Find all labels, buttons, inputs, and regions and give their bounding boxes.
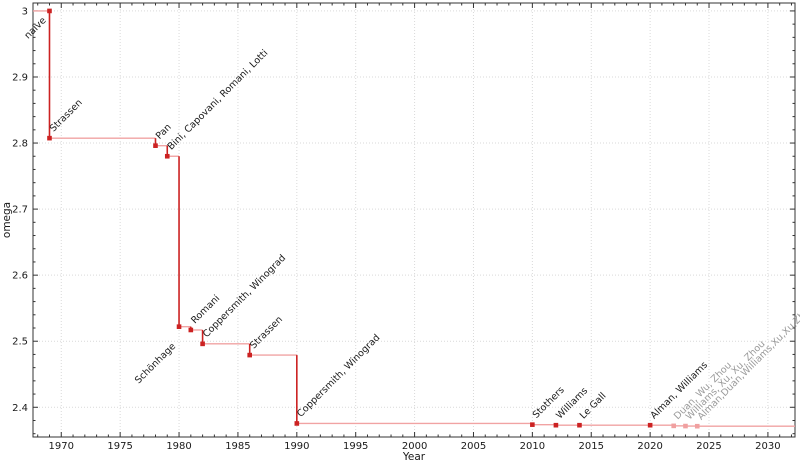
y-tick-label: 2.7 bbox=[12, 205, 28, 216]
data-point-marker bbox=[553, 422, 559, 428]
x-tick-label: 1985 bbox=[225, 441, 250, 452]
y-tick-label: 3 bbox=[22, 6, 28, 17]
y-axis-label: omega bbox=[1, 202, 13, 238]
data-point-marker bbox=[683, 423, 688, 429]
x-tick-label: 2030 bbox=[755, 441, 780, 452]
data-point-marker bbox=[530, 422, 535, 427]
x-tick-label: 2000 bbox=[402, 441, 427, 452]
data-point-marker bbox=[671, 423, 676, 429]
x-tick-label: 1970 bbox=[49, 441, 74, 452]
y-tick-label: 2.8 bbox=[12, 139, 28, 150]
data-point-marker bbox=[694, 423, 700, 429]
data-point-marker bbox=[164, 153, 170, 159]
data-point-marker bbox=[294, 421, 300, 426]
y-tick-label: 2.4 bbox=[12, 403, 28, 414]
y-tick-label: 2.5 bbox=[12, 337, 28, 348]
x-tick-label: 2010 bbox=[520, 441, 545, 452]
x-tick-label: 2015 bbox=[579, 441, 604, 452]
data-point-marker bbox=[47, 8, 52, 14]
data-point-marker bbox=[47, 135, 52, 141]
y-tick-label: 2.9 bbox=[12, 72, 28, 83]
data-point-marker bbox=[647, 422, 653, 428]
plot-border bbox=[32, 2, 796, 438]
x-tick-label: 2020 bbox=[637, 441, 662, 452]
x-tick-label: 1975 bbox=[107, 441, 132, 452]
data-point-marker bbox=[200, 341, 205, 347]
x-axis-label: Year bbox=[402, 451, 426, 460]
data-point-marker bbox=[176, 324, 182, 329]
x-tick-label: 1995 bbox=[343, 441, 368, 452]
x-tick-label: 2005 bbox=[461, 441, 486, 452]
data-point-marker bbox=[577, 422, 582, 428]
data-point-marker bbox=[188, 327, 194, 333]
data-point-marker bbox=[247, 352, 253, 358]
x-tick-label: 1980 bbox=[166, 441, 191, 452]
data-point-marker bbox=[153, 143, 158, 148]
x-tick-label: 1990 bbox=[284, 441, 309, 452]
x-tick-label: 2025 bbox=[696, 441, 721, 452]
y-tick-label: 2.6 bbox=[12, 271, 28, 282]
